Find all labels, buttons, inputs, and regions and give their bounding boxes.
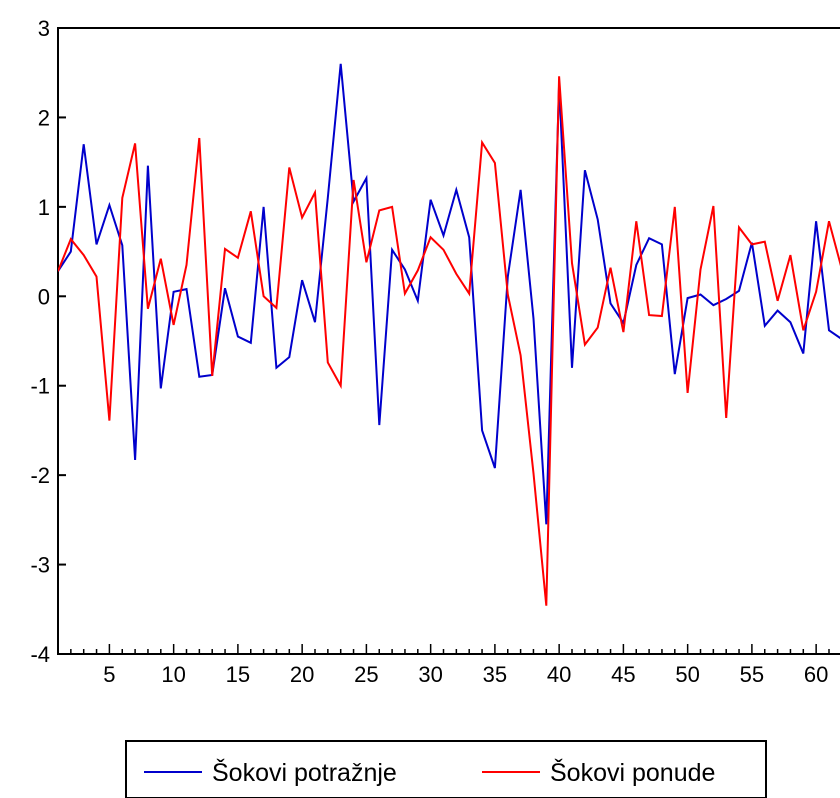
x-tick-label: 15	[226, 662, 250, 687]
x-tick-label: 10	[161, 662, 185, 687]
y-tick-label: 3	[38, 16, 50, 41]
y-tick-label: 2	[38, 105, 50, 130]
series-line-demand	[58, 63, 840, 525]
legend: Šokovi potražnje Šokovi ponude	[125, 740, 767, 798]
x-tick-label: 20	[290, 662, 314, 687]
x-tick-label: 5	[103, 662, 115, 687]
y-tick-label: -4	[30, 642, 50, 667]
y-tick-label: -2	[30, 463, 50, 488]
series-line-supply	[58, 76, 840, 606]
x-tick-label: 30	[418, 662, 442, 687]
legend-box	[125, 740, 767, 798]
x-tick-label: 40	[547, 662, 571, 687]
x-tick-label: 50	[675, 662, 699, 687]
legend-label-supply: Šokovi ponude	[550, 758, 715, 787]
y-tick-label: -3	[30, 553, 50, 578]
x-axis: 5 10 15 20 25 30 35 40 45 50 55 60	[57, 644, 830, 687]
x-tick-label: 55	[740, 662, 764, 687]
x-tick-label: 35	[483, 662, 507, 687]
legend-label-demand: Šokovi potražnje	[212, 758, 397, 787]
y-axis: 3 2 1 0 -1 -2 -3 -4	[30, 16, 66, 667]
x-tick-label: 45	[611, 662, 635, 687]
y-tick-label: 1	[38, 195, 50, 220]
plot-frame	[57, 27, 840, 655]
x-tick-label: 60	[804, 662, 828, 687]
series-layer	[58, 63, 840, 606]
x-tick-label: 25	[354, 662, 378, 687]
y-tick-label: 0	[38, 284, 50, 309]
y-tick-label: -1	[30, 374, 50, 399]
